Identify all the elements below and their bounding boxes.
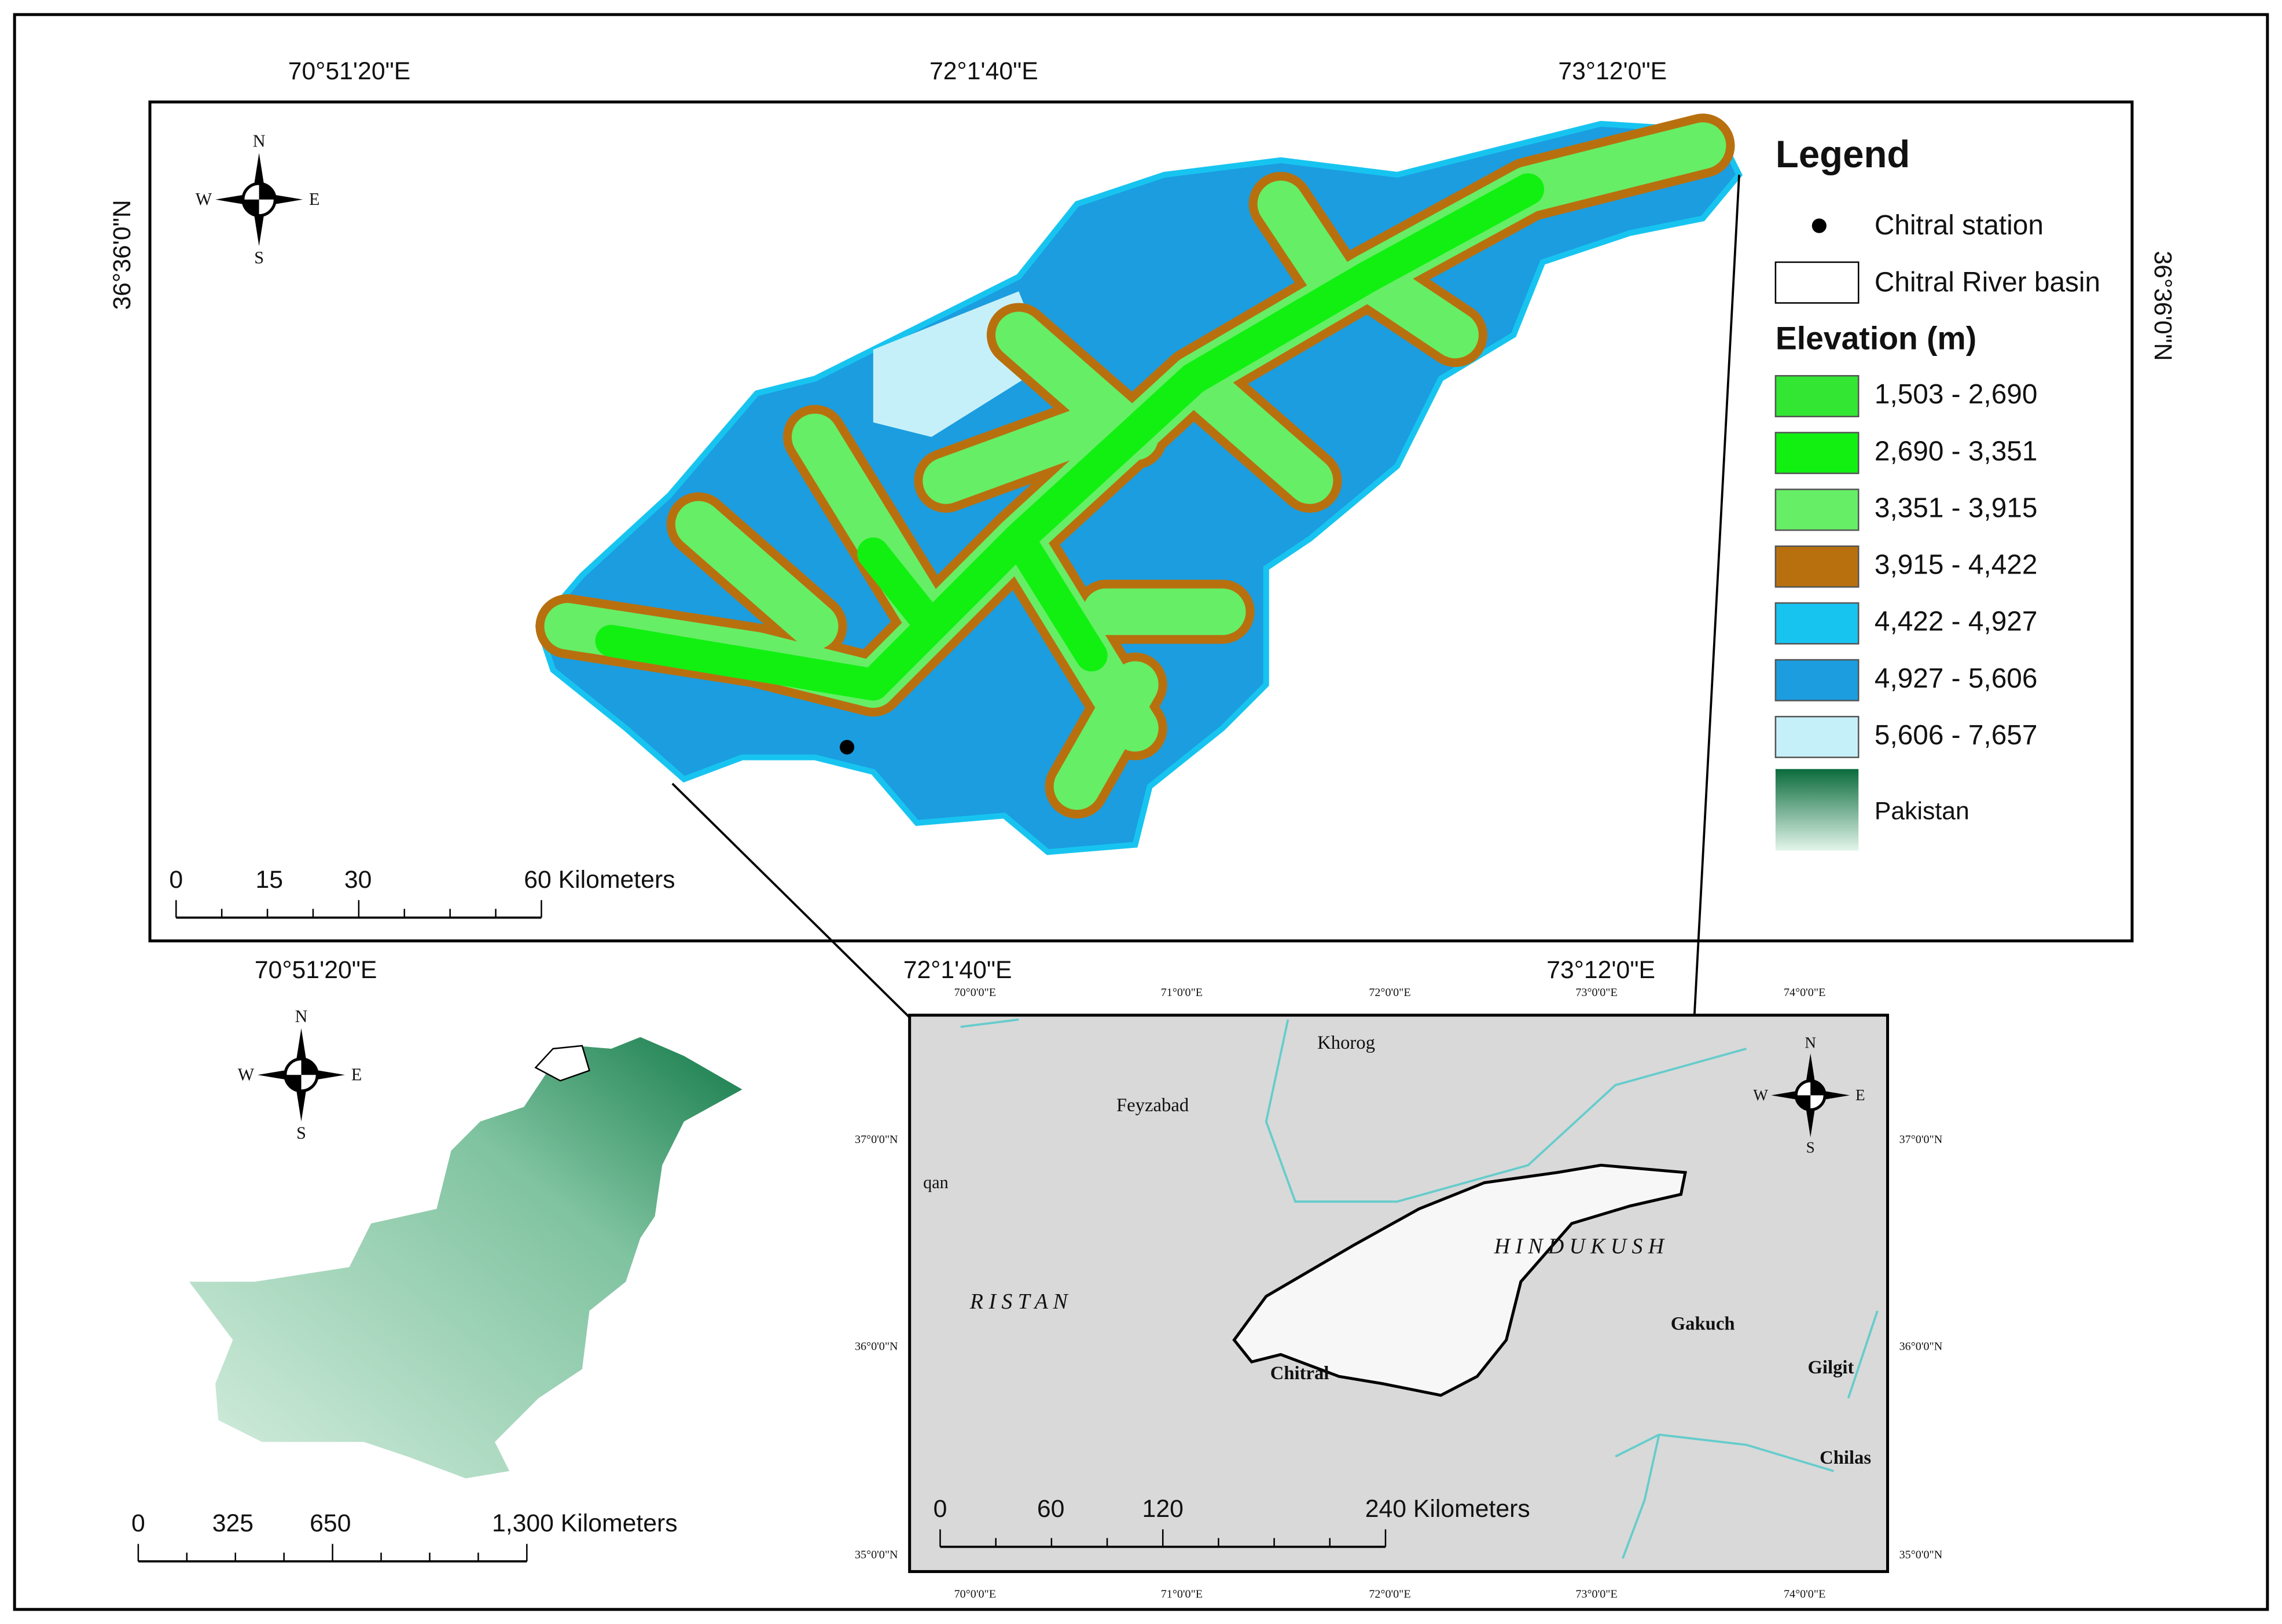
legend-dot [1811, 218, 1827, 233]
coord-label: 71°0'0"E [1161, 986, 1203, 999]
scale-label: 1,300 Kilometers [492, 1509, 678, 1537]
coord-label: 73°0'0"E [1575, 986, 1617, 999]
rivers [960, 1018, 1879, 1559]
place-label: Chitral [1270, 1363, 1329, 1384]
compass-letter: E [309, 189, 319, 209]
place-label: H I N D U K U S H [1494, 1234, 1665, 1258]
coord-label: 72°0'0"E [1369, 1588, 1410, 1600]
place-label: Gilgit [1808, 1357, 1854, 1378]
basin-inset [534, 1045, 590, 1082]
compass-letter: N [295, 1006, 308, 1026]
compass-letter: W [238, 1065, 255, 1085]
place-label: R I S T A N [969, 1289, 1069, 1314]
legend-label: Pakistan [1875, 798, 1969, 825]
coord-label: 37°0'0"N [1899, 1133, 1943, 1146]
coord-label: 35°0'0"N [855, 1548, 898, 1561]
coord-label: 70°0'0"E [954, 986, 996, 999]
compass-letter: N [253, 131, 266, 151]
legend-swatch [1774, 488, 1860, 531]
legend-label: Chitral River basin [1875, 267, 2100, 297]
scale-label: 0 [131, 1509, 145, 1537]
coord-label: 71°0'0"E [1161, 1588, 1203, 1600]
compass [285, 1059, 318, 1091]
scale-label: 15 [255, 866, 283, 894]
legend-swatch [1775, 769, 1859, 851]
coord-label: 74°0'0"E [1784, 986, 1825, 999]
coord-label: 73°0'0"E [1575, 1588, 1617, 1600]
coord-label: 36°0'0"N [1899, 1340, 1943, 1353]
compass-letter: S [254, 248, 264, 267]
place-label: Feyzabad [1116, 1095, 1189, 1116]
coord-label: 70°51'20"E [255, 956, 377, 984]
scale-label: 30 [344, 866, 372, 894]
scale-label: 120 [1142, 1495, 1184, 1523]
coord-label: 36°36'0"N [108, 200, 136, 310]
chitral-station [839, 740, 855, 755]
scale-label: 60 Kilometers [524, 866, 675, 894]
legend-label: Chitral station [1875, 210, 2044, 241]
scale-label: 240 Kilometers [1365, 1495, 1530, 1523]
compass-letter: W [196, 189, 212, 209]
legend-swatch [1774, 602, 1860, 645]
scale-label: 0 [934, 1495, 947, 1523]
legend-swatch [1774, 261, 1860, 304]
compass-letter: S [1806, 1139, 1815, 1156]
legend-swatch [1774, 375, 1860, 418]
compass [1796, 1081, 1825, 1110]
legend-swatch [1774, 659, 1860, 701]
coord-label: 72°0'0"E [1369, 986, 1410, 999]
legend-label: 4,422 - 4,927 [1875, 607, 2038, 637]
coord-label: 70°0'0"E [954, 1588, 996, 1600]
compass-letter: N [1805, 1034, 1816, 1051]
coord-label: 72°1'40"E [929, 57, 1038, 85]
place-label: Khorog [1317, 1033, 1375, 1053]
legend-subtitle: Elevation (m) [1776, 320, 1976, 356]
coord-label: 70°51'20"E [288, 57, 411, 85]
place-label: Chilas [1820, 1447, 1871, 1468]
compass-letter: E [351, 1065, 362, 1085]
coord-label: 35°0'0"N [1899, 1548, 1943, 1561]
scale-label: 325 [212, 1509, 253, 1537]
coord-label: 72°1'40"E [903, 956, 1012, 984]
scale-label: 650 [310, 1509, 351, 1537]
coord-label: 37°0'0"N [855, 1133, 898, 1146]
valleys [535, 113, 1735, 819]
coord-label: 73°12'0"E [1546, 956, 1655, 984]
legend-label: 2,690 - 3,351 [1875, 436, 2038, 466]
basin-outline [1232, 1163, 1688, 1397]
legend-label: 1,503 - 2,690 [1875, 379, 2038, 410]
legend-label: 4,927 - 5,606 [1875, 663, 2038, 694]
outer-frame [13, 13, 2269, 1611]
coord-label: 36°36'0"N [2149, 251, 2177, 361]
coord-label: 73°12'0"E [1558, 57, 1667, 85]
coord-label: 36°0'0"N [855, 1340, 898, 1353]
labels: 70°51'20"E 72°1'40"E 73°12'0"E 70°51'20"E 72… [108, 57, 2177, 1600]
legend-label: 3,351 - 3,915 [1875, 493, 2038, 523]
legend-swatch [1774, 432, 1860, 475]
compass-letter: W [1753, 1086, 1768, 1104]
place-label: qan [923, 1173, 949, 1192]
pakistan-shape [189, 1037, 743, 1479]
legend-title: Legend [1776, 133, 1910, 175]
scale-label: 60 [1037, 1495, 1065, 1523]
coord-label: 74°0'0"E [1784, 1588, 1825, 1600]
compass-letter: S [296, 1123, 306, 1142]
compass-letter: E [1855, 1086, 1865, 1104]
legend-label: 3,915 - 4,422 [1875, 550, 2038, 580]
compass [242, 183, 275, 216]
legend-swatch [1774, 545, 1860, 588]
legend-swatch [1774, 715, 1860, 758]
place-label: Gakuch [1671, 1314, 1735, 1335]
legend-label: 5,606 - 7,657 [1875, 720, 2038, 751]
scale-label: 0 [169, 866, 183, 894]
